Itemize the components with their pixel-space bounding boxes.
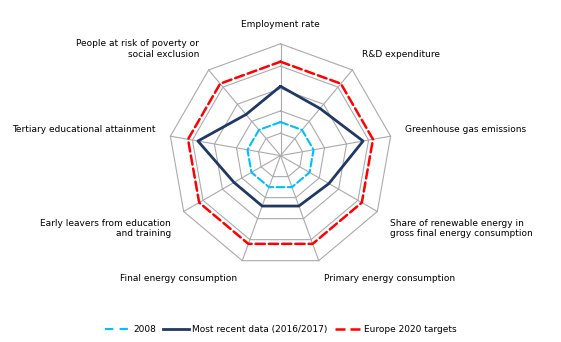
Legend: 2008, Most recent data (2016/2017), Europe 2020 targets: 2008, Most recent data (2016/2017), Euro… [101,321,460,338]
Text: People at risk of poverty or
social exclusion: People at risk of poverty or social excl… [76,39,199,59]
Text: Primary energy consumption: Primary energy consumption [324,274,455,283]
Text: Final energy consumption: Final energy consumption [120,274,237,283]
Text: Greenhouse gas emissions: Greenhouse gas emissions [405,125,526,134]
Text: Early leavers from education
and training: Early leavers from education and trainin… [40,219,171,238]
Text: R&D expenditure: R&D expenditure [362,50,440,59]
Text: Tertiary educational attainment: Tertiary educational attainment [12,125,156,134]
Text: Share of renewable energy in
gross final energy consumption: Share of renewable energy in gross final… [390,219,532,238]
Text: Employment rate: Employment rate [241,20,320,29]
